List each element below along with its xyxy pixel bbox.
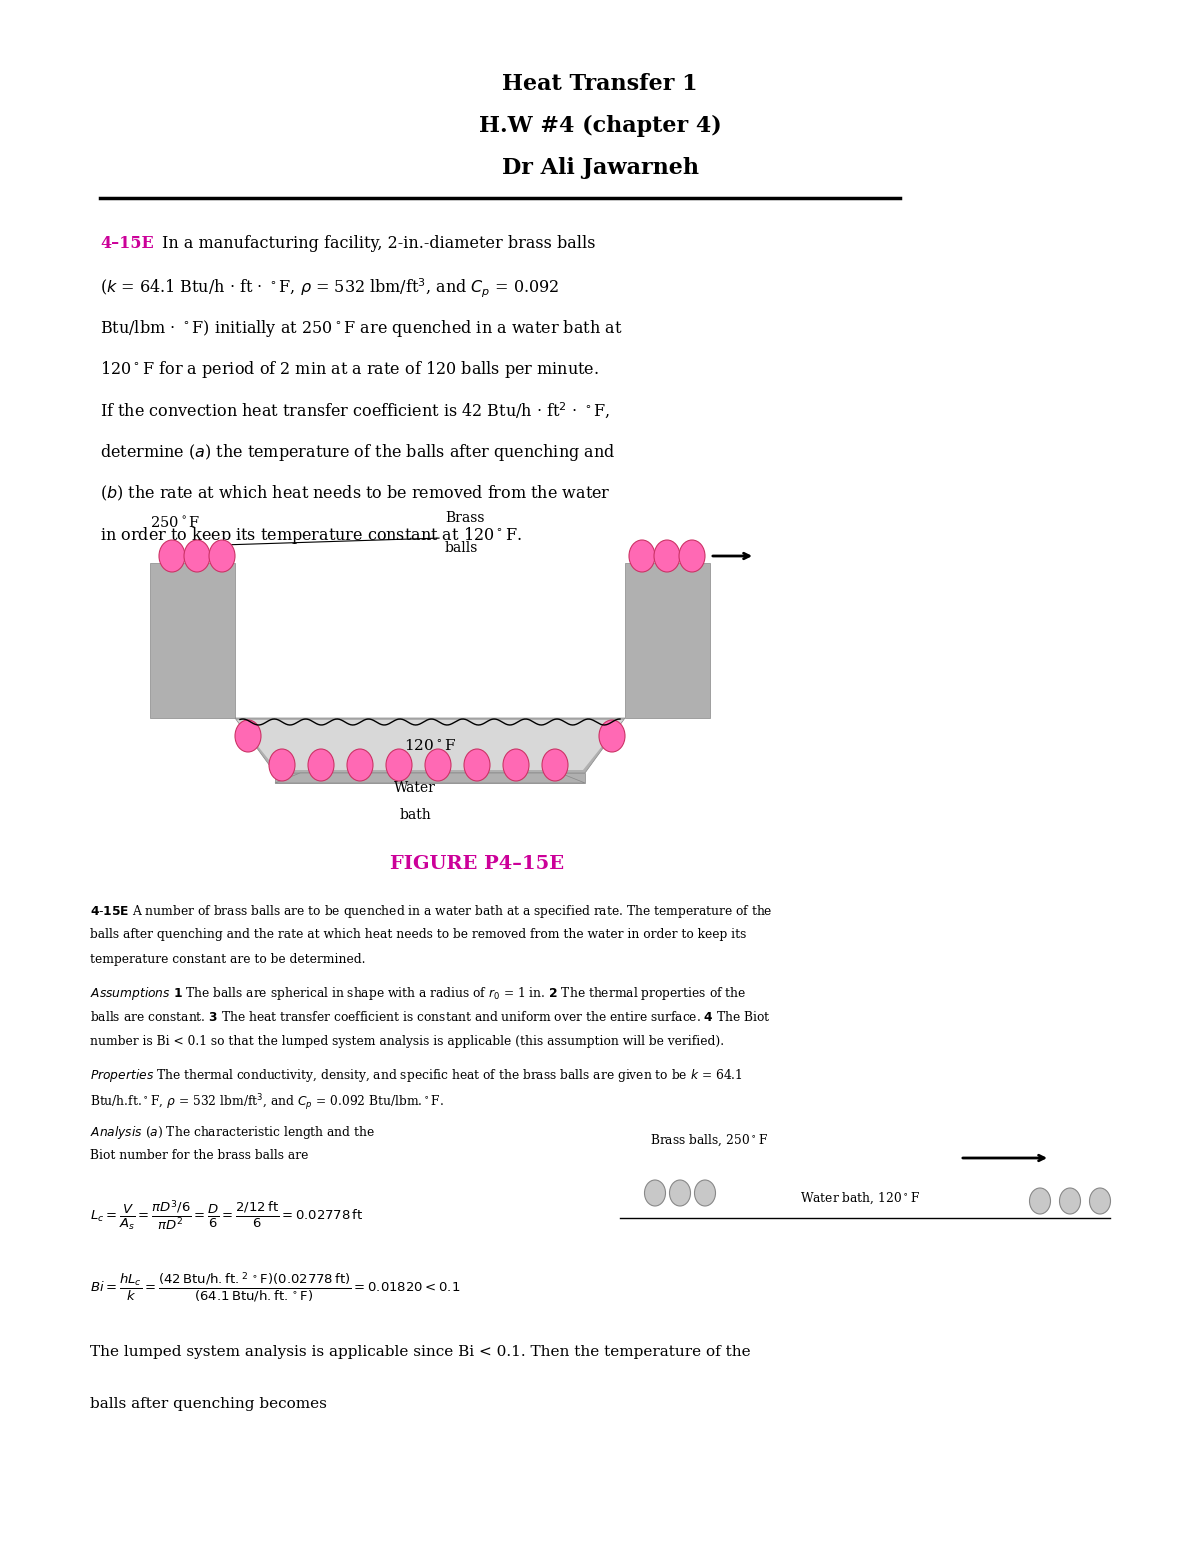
Text: 120$^\circ$F: 120$^\circ$F [403,738,456,753]
Text: balls are constant. $\mathbf{3}$ The heat transfer coefficient is constant and u: balls are constant. $\mathbf{3}$ The hea… [90,1009,770,1023]
Text: $\mathit{Assumptions}$ $\mathbf{1}$ The balls are spherical in shape with a radi: $\mathit{Assumptions}$ $\mathbf{1}$ The … [90,985,746,1002]
Text: Water: Water [394,781,436,795]
Text: FIGURE P4–15E: FIGURE P4–15E [390,856,564,873]
Text: $\mathbf{4\text{-}15E}$ A number of brass balls are to be quenched in a water ba: $\mathbf{4\text{-}15E}$ A number of bras… [90,902,773,919]
Text: Water bath, 120$^\circ$F: Water bath, 120$^\circ$F [800,1190,920,1205]
Ellipse shape [503,749,529,781]
Text: Brass: Brass [445,511,485,525]
Ellipse shape [679,540,706,572]
Text: $Bi = \dfrac{hL_c}{k} = \dfrac{(42\,\mathrm{Btu/h.ft.^2\,^\circ F})(0.02778\,\ma: $Bi = \dfrac{hL_c}{k} = \dfrac{(42\,\mat… [90,1270,461,1303]
Ellipse shape [1060,1188,1080,1214]
Ellipse shape [464,749,490,781]
Text: ($b$) the rate at which heat needs to be removed from the water: ($b$) the rate at which heat needs to be… [100,485,611,503]
Text: Brass balls, 250$^\circ$F: Brass balls, 250$^\circ$F [650,1134,768,1149]
Polygon shape [235,717,625,773]
Ellipse shape [347,749,373,781]
Ellipse shape [386,749,412,781]
Ellipse shape [695,1180,715,1207]
Text: Btu/lbm $\cdot$ $^\circ$F) initially at 250$^\circ$F are quenched in a water bat: Btu/lbm $\cdot$ $^\circ$F) initially at … [100,318,623,339]
Text: in order to keep its temperature constant at 120$^\circ$F.: in order to keep its temperature constan… [100,525,522,547]
FancyBboxPatch shape [625,564,710,717]
Text: Btu/h.ft.$^\circ$F, $\rho$ = 532 lbm/ft$^3$, and $C_p$ = 0.092 Btu/lbm.$^\circ$F: Btu/h.ft.$^\circ$F, $\rho$ = 532 lbm/ft$… [90,1092,444,1112]
Text: Heat Transfer 1: Heat Transfer 1 [502,73,698,95]
Ellipse shape [1090,1188,1110,1214]
Ellipse shape [542,749,568,781]
Ellipse shape [654,540,680,572]
Text: H.W #4 (chapter 4): H.W #4 (chapter 4) [479,115,721,137]
Polygon shape [238,721,623,770]
Text: determine ($a$) the temperature of the balls after quenching and: determine ($a$) the temperature of the b… [100,443,616,463]
Text: bath: bath [400,808,431,822]
Polygon shape [275,773,586,783]
Ellipse shape [184,540,210,572]
Text: 250$^\circ$F: 250$^\circ$F [150,516,200,531]
Text: $\mathit{Analysis}$ ($a$) The characteristic length and the: $\mathit{Analysis}$ ($a$) The characteri… [90,1124,376,1141]
Ellipse shape [235,721,262,752]
Ellipse shape [158,540,185,572]
Text: 120$^\circ$F for a period of 2 min at a rate of 120 balls per minute.: 120$^\circ$F for a period of 2 min at a … [100,359,599,380]
Text: If the convection heat transfer coefficient is 42 Btu/h $\cdot$ ft$^2$ $\cdot$ $: If the convection heat transfer coeffici… [100,401,611,421]
Text: temperature constant are to be determined.: temperature constant are to be determine… [90,954,366,966]
Text: balls: balls [445,540,479,554]
Ellipse shape [425,749,451,781]
Text: Dr Ali Jawarneh: Dr Ali Jawarneh [502,157,698,179]
Text: balls after quenching and the rate at which heat needs to be removed from the wa: balls after quenching and the rate at wh… [90,929,746,941]
Ellipse shape [629,540,655,572]
Text: ($k$ = 64.1 Btu/h $\cdot$ ft $\cdot$ $^\circ$F, $\rho$ = 532 lbm/ft$^3$, and $C_: ($k$ = 64.1 Btu/h $\cdot$ ft $\cdot$ $^\… [100,276,559,300]
Text: 4–15E: 4–15E [100,235,154,252]
Ellipse shape [269,749,295,781]
Text: The lumped system analysis is applicable since Bi < 0.1. Then the temperature of: The lumped system analysis is applicable… [90,1345,751,1359]
Ellipse shape [308,749,334,781]
Text: number is Bi < 0.1 so that the lumped system analysis is applicable (this assump: number is Bi < 0.1 so that the lumped sy… [90,1034,724,1048]
FancyBboxPatch shape [150,564,235,717]
Ellipse shape [644,1180,666,1207]
Ellipse shape [209,540,235,572]
Text: $L_c = \dfrac{V}{A_s} = \dfrac{\pi D^3/6}{\pi D^2} = \dfrac{D}{6} = \dfrac{2/12\: $L_c = \dfrac{V}{A_s} = \dfrac{\pi D^3/6… [90,1197,364,1232]
Text: balls after quenching becomes: balls after quenching becomes [90,1398,326,1412]
Text: In a manufacturing facility, 2-in.-diameter brass balls: In a manufacturing facility, 2-in.-diame… [162,235,595,252]
Ellipse shape [670,1180,690,1207]
Text: $\mathit{Properties}$ The thermal conductivity, density, and specific heat of th: $\mathit{Properties}$ The thermal conduc… [90,1067,743,1084]
Ellipse shape [1030,1188,1050,1214]
Polygon shape [275,773,586,783]
Ellipse shape [599,721,625,752]
Text: Biot number for the brass balls are: Biot number for the brass balls are [90,1149,308,1162]
